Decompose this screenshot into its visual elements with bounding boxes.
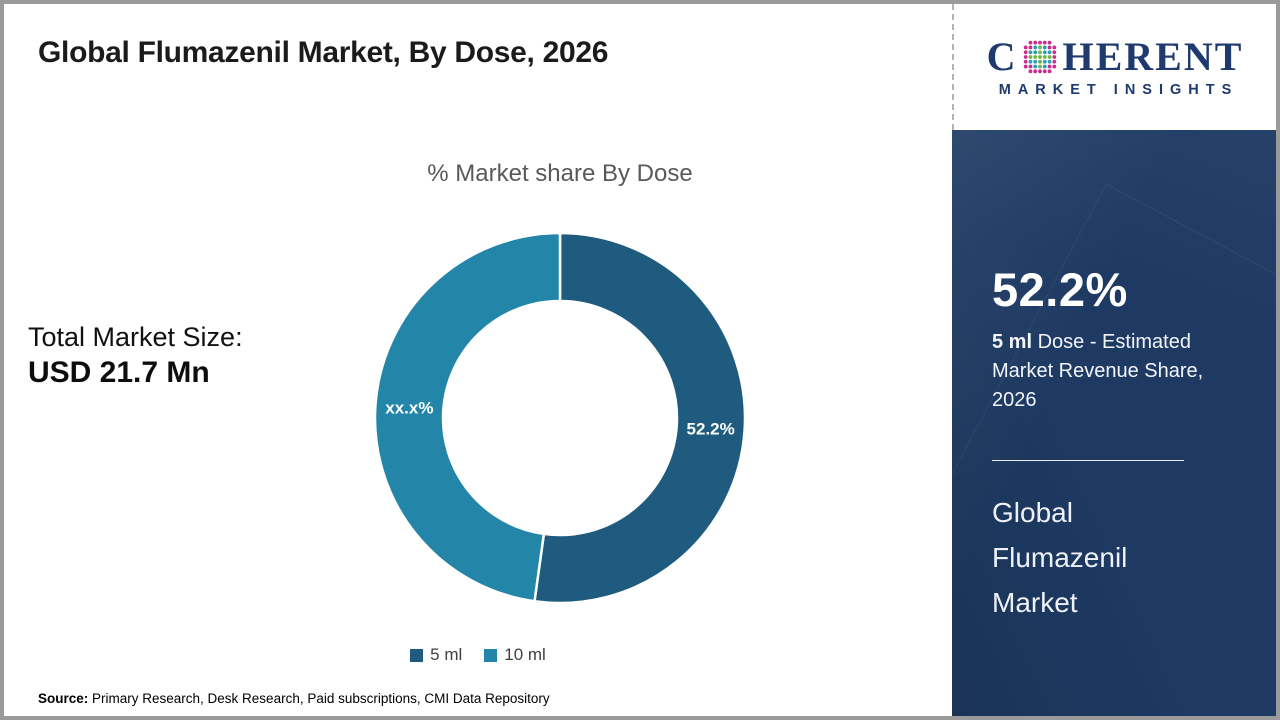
slice-label-10-ml: xx.x% — [385, 399, 433, 418]
legend-label-5-ml: 5 ml — [430, 645, 463, 664]
donut-slice-5-ml — [533, 231, 747, 605]
total-market-size-label: Total Market Size: — [28, 322, 243, 352]
total-market-size-value: USD 21.7 Mn — [28, 356, 210, 389]
legend-marker-5-ml — [410, 648, 424, 662]
sidebar: C HERENT MARKET INSIGHTS 52.2% 5 ml Dose… — [952, 4, 1276, 716]
source-text: Primary Research, Desk Research, Paid su… — [88, 691, 550, 706]
brand-logo: C HERENT MARKET INSIGHTS — [952, 4, 1276, 130]
slice-label-5-ml: 52.2% — [687, 419, 735, 438]
panel-divider — [992, 460, 1184, 461]
source-label: Source: — [38, 691, 89, 706]
page-title: Global Flumazenil Market, By Dose, 2026 — [38, 36, 609, 69]
legend-item-10-ml: 10 ml — [484, 645, 546, 665]
brand-logo-letter-c: C — [986, 34, 1018, 79]
highlight-stat-text: Dose - Estimated Market Revenue Share, 2… — [992, 331, 1204, 411]
highlight-stat-value: 52.2% — [992, 263, 1128, 316]
globe-dots-icon — [1024, 40, 1057, 74]
sidebar-panel: 52.2% 5 ml Dose - Estimated Market Reven… — [952, 130, 1276, 716]
legend-marker-10-ml — [484, 648, 498, 662]
brand-logo-subtitle: MARKET INSIGHTS — [998, 82, 1239, 98]
legend-label-10-ml: 10 ml — [504, 645, 546, 664]
brand-logo-wordmark: C HERENT — [987, 36, 1244, 78]
highlight-stat-description: 5 ml Dose - Estimated Market Revenue Sha… — [992, 328, 1230, 415]
brand-logo-rest: HERENT — [1062, 34, 1244, 79]
panel-report-title: Global Flumazenil Market — [992, 497, 1128, 618]
donut-slice-10-ml — [373, 231, 562, 603]
total-market-size-block: Total Market Size: USD 21.7 Mn — [28, 322, 243, 390]
source-line: Source: Primary Research, Desk Research,… — [38, 691, 550, 706]
donut-chart: 52.2% xx.x% — [373, 231, 747, 605]
highlight-stat-segment: 5 ml — [992, 331, 1033, 353]
legend-item-5-ml: 5 ml — [410, 645, 462, 665]
chart-legend: 5 ml 10 ml — [4, 645, 952, 665]
chart-title: % Market share By Dose — [427, 160, 693, 187]
